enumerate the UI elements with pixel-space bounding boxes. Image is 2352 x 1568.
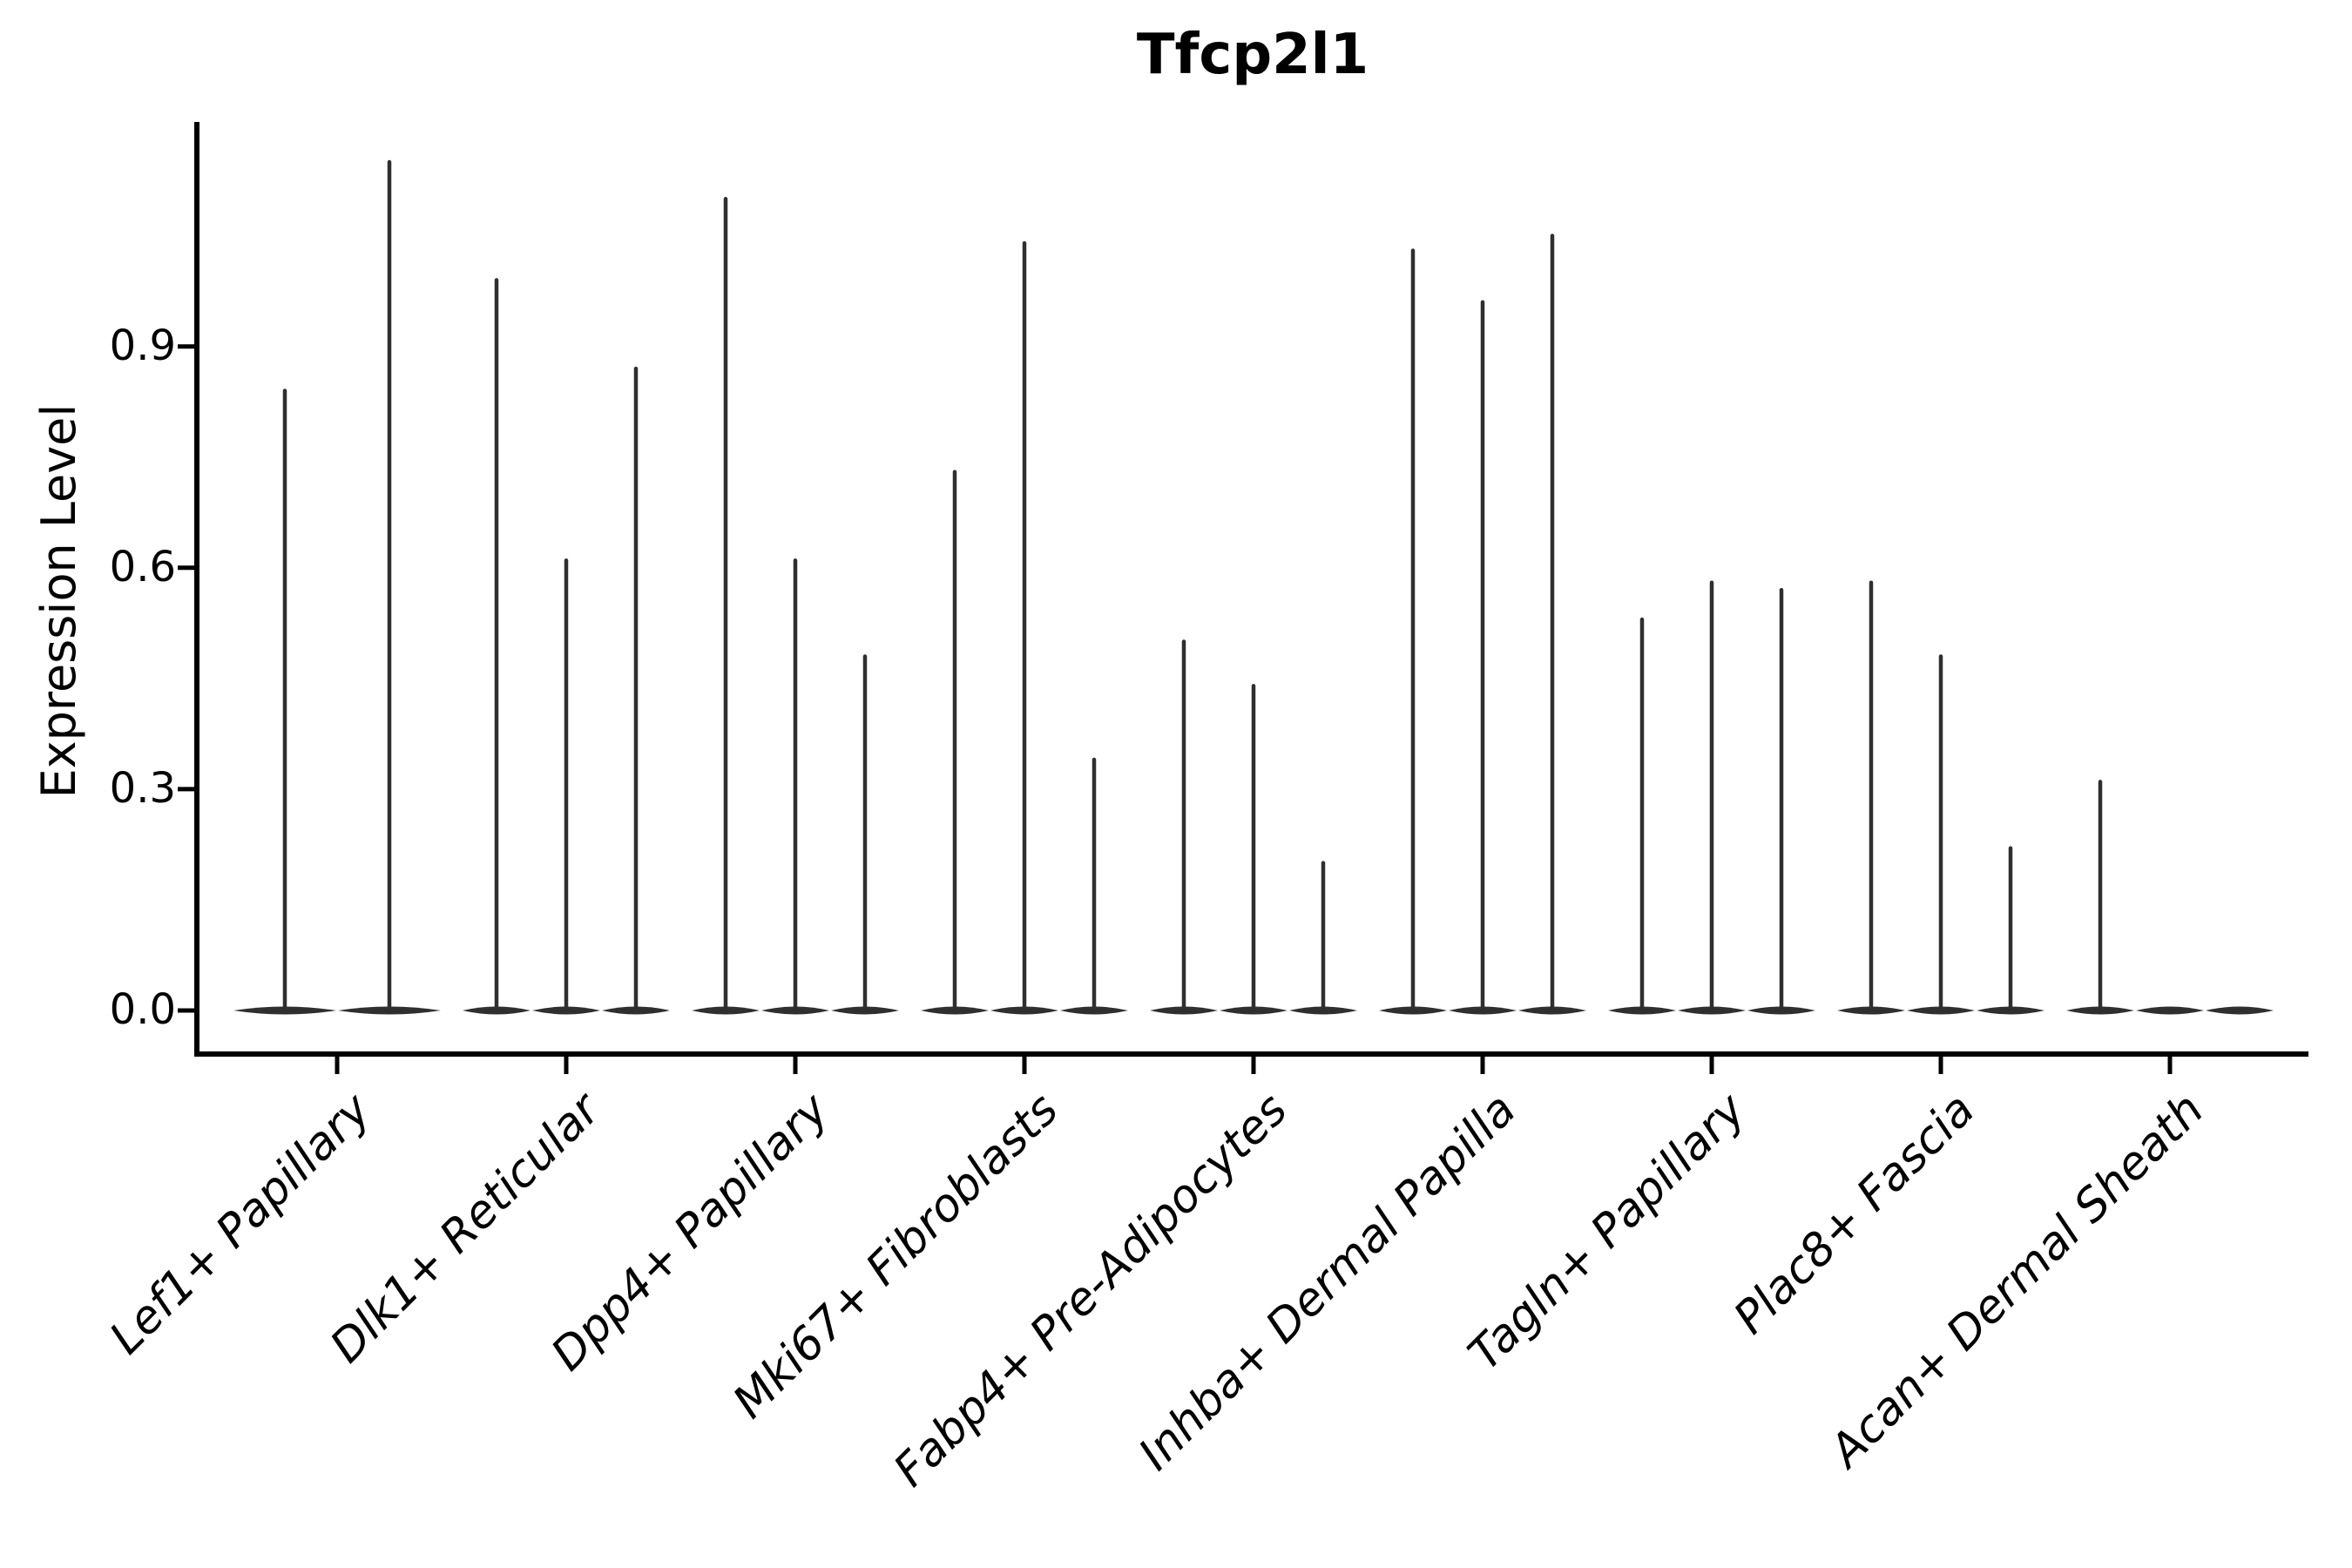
y-tick-label: 0.6 bbox=[109, 542, 176, 591]
axis-spines bbox=[194, 122, 2308, 1057]
violin-base bbox=[2136, 1006, 2204, 1015]
y-tick-label: 0.0 bbox=[109, 985, 176, 1034]
y-tick-label: 0.9 bbox=[109, 321, 176, 370]
chart-title: Tfcp2l1 bbox=[1136, 23, 1369, 87]
y-tick-label: 0.3 bbox=[109, 763, 176, 813]
violin-base bbox=[2206, 1006, 2274, 1015]
